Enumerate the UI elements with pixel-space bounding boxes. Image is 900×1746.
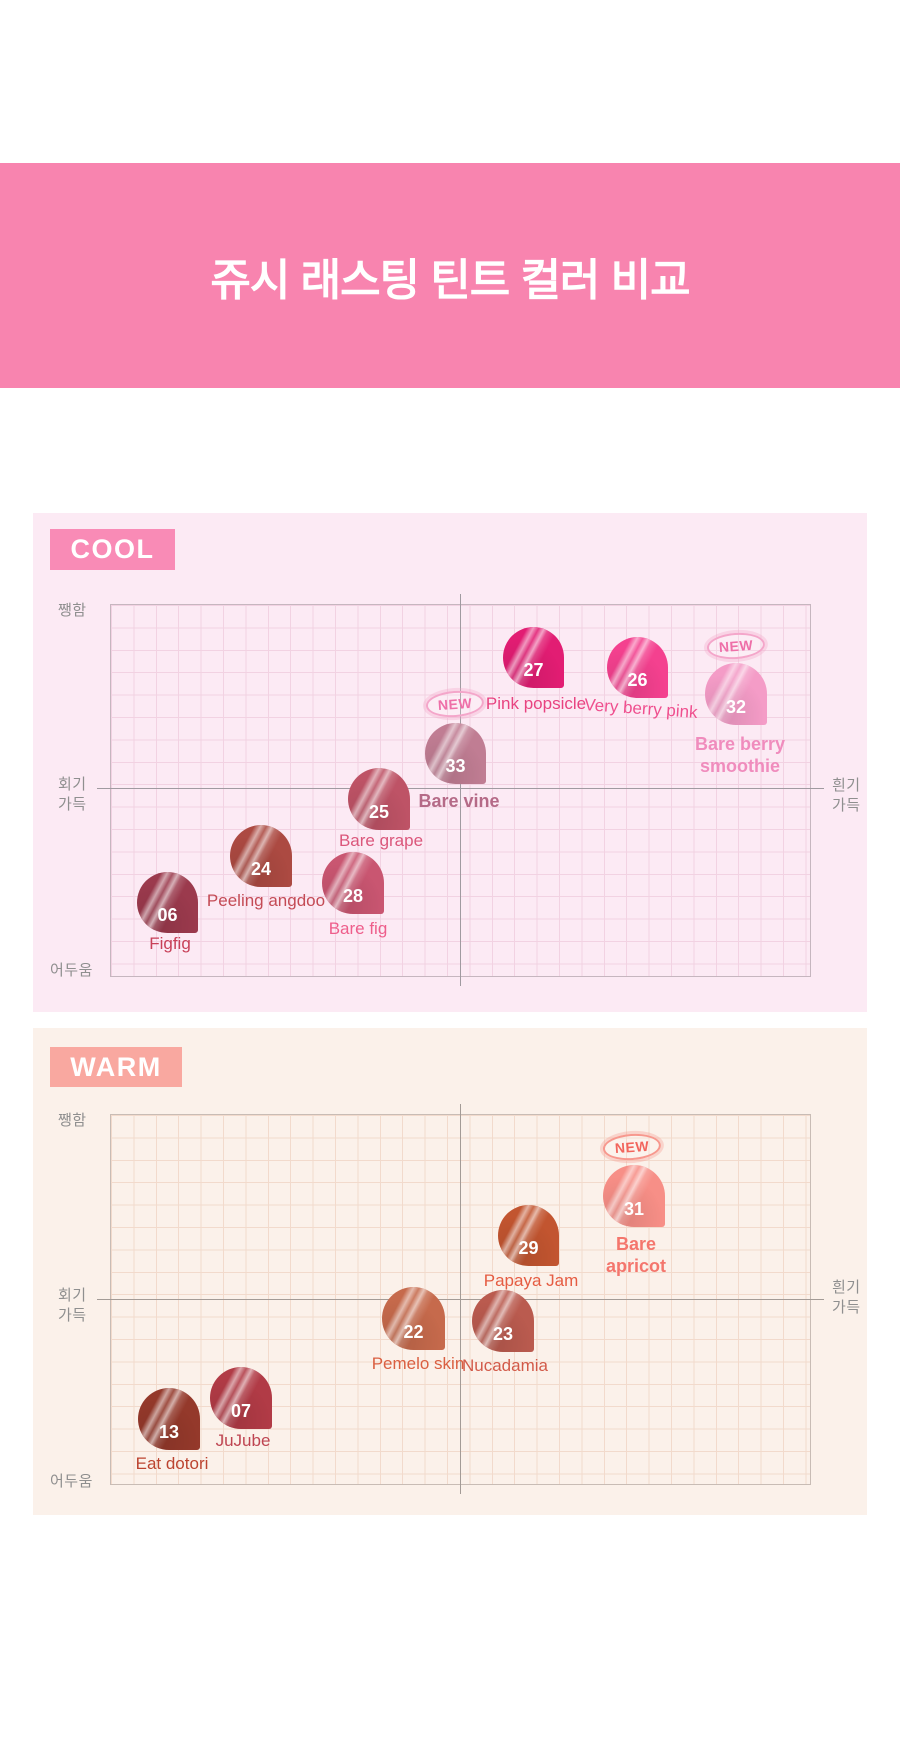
axis-label-right-cool: 흰기 가득 [832,777,861,814]
product-swatch: 07 [210,1367,272,1429]
product-swatch: 32 [705,663,767,725]
product-swatch: 33 [425,723,486,784]
product-label: Figfig [149,934,191,953]
product-label: Pemelo skin [371,1354,465,1373]
product-swatch: 27 [503,627,564,688]
product-swatch: 23 [472,1290,534,1352]
swatch-number: 06 [157,905,178,925]
title-banner: 쥬시 래스팅 틴트 컬러 비교 [0,163,900,388]
swatch-number: 26 [627,670,648,690]
product-swatch: 26 [607,637,668,698]
swatch-number: 25 [368,802,390,822]
product-swatch: 29 [498,1205,559,1266]
swatch-number: 31 [623,1199,645,1219]
axis-label-bottom-cool: 어두움 [50,962,93,979]
product-label: Pink popsicle [485,694,587,713]
product-swatch: 22 [382,1287,445,1350]
swatch-number: 23 [492,1324,514,1344]
axis-label-right-warm: 흰기 가득 [832,1279,861,1316]
product-swatch: 25 [348,768,410,830]
product-swatch: 06 [137,872,198,933]
axis-label-bottom-warm: 어두움 [50,1473,93,1490]
product-label: Papaya Jam [483,1271,579,1290]
swatch-number: 27 [523,660,544,680]
product-swatch: 24 [230,825,292,887]
swatch-number: 07 [230,1401,252,1421]
swatch-number: 22 [403,1322,424,1342]
product-swatch: 31 [603,1165,665,1227]
section-badge-warm: WARM [50,1047,182,1087]
product-label: Nucadamia [462,1356,548,1375]
x-axis-line-cool [97,788,824,789]
axis-label-top-warm: 쨍함 [58,1112,87,1129]
product-label: Bare apricot [605,1234,667,1276]
axis-label-left-cool: 회기 가득 [58,776,87,813]
product-label: Peeling angdoo [206,891,326,910]
product-label: Bare vine [418,791,500,811]
x-axis-line-warm [97,1299,824,1300]
product-label: Eat dotori [135,1454,209,1473]
product-swatch: 13 [138,1388,200,1450]
swatch-number: 24 [250,859,272,879]
swatch-number: 29 [518,1238,539,1258]
swatch-number: 33 [445,756,466,776]
axis-label-left-warm: 회기 가득 [58,1287,87,1324]
product-label: Bare grape [338,831,424,850]
product-swatch: 28 [322,852,384,914]
y-axis-line-cool [460,594,461,986]
axis-label-top-cool: 쨍함 [58,602,87,619]
section-badge-cool: COOL [50,529,175,570]
product-label: Bare berry smoothie [694,734,786,776]
swatch-number: 13 [158,1422,180,1442]
product-label: Bare fig [328,919,388,938]
swatch-number: 28 [342,886,364,906]
product-label: JuJube [215,1431,271,1450]
swatch-number: 32 [725,697,747,717]
page-title: 쥬시 래스팅 틴트 컬러 비교 [210,255,690,305]
